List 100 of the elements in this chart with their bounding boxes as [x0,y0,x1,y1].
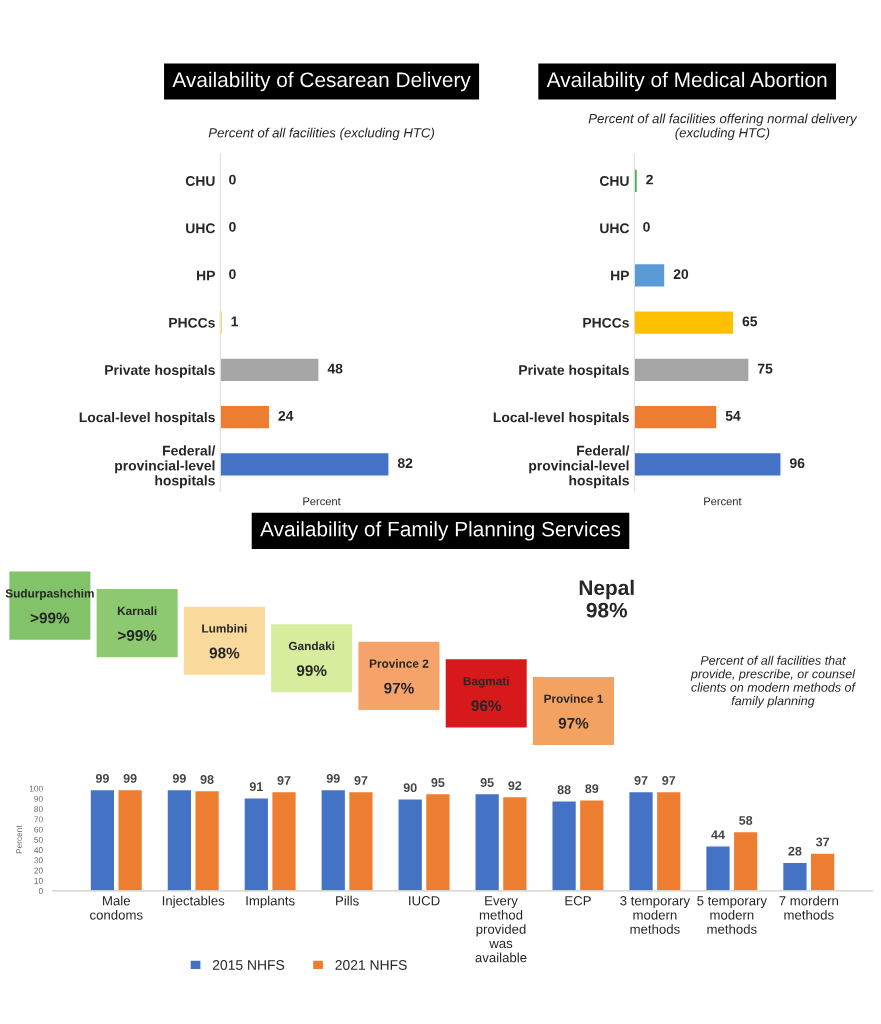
data-label: 97 [277,776,291,785]
y-tick-label: 80 [34,806,43,813]
bar [704,845,731,891]
chart-subtitle: Percent of all facilities offering normal delivery (excluding HTC) [588,113,858,141]
data-label: 20 [673,269,689,280]
y-tick-label: Private hospitals [519,364,629,378]
y-tick-label: 90 [34,795,43,802]
category-label: Province 2 [369,659,429,668]
bar [89,788,116,891]
data-label: 92 [508,781,522,791]
data-label: 90 [403,783,417,793]
data-label: 44 [711,830,725,840]
y-tick-label: 10 [34,877,43,884]
bar [220,404,271,430]
category-label: Province 1 [544,694,604,703]
data-label: 99 [172,774,186,783]
bar [397,798,424,891]
data-label: 96 [789,458,805,469]
legend-label: 2021 NHFS [335,960,407,970]
x-tick-label: 5 temporary modern methods [697,896,768,934]
data-label: 0 [229,174,236,185]
data-label: 24 [278,410,294,421]
chart-subtitle: Percent of all facilities (excluding HTC) [208,127,435,141]
bar [424,792,451,891]
x-tick-label: IUCD [409,896,440,906]
data-label: 99 [123,774,137,783]
data-label: 75 [757,363,773,374]
text: 97% [384,682,414,694]
text: 97% [558,717,589,729]
data-label: 97 [354,776,368,785]
y-tick-label: 30 [34,857,43,864]
y-tick-label: PHCCs [169,317,215,328]
bar [474,792,501,891]
category-label: Bagmati [463,676,509,688]
text: 98% [209,647,240,659]
y-tick-label: HP [611,270,629,281]
y-tick-label: CHU [185,176,215,186]
y-tick-label: 40 [34,847,43,854]
bar [551,800,578,891]
y-tick-label: 50 [34,836,43,843]
data-label: 2 [646,174,653,185]
x-tick-label: Injectables [162,895,225,909]
bar [220,451,390,477]
bar [320,788,347,891]
bar [501,795,528,891]
data-label: 37 [815,837,830,847]
text: Availability of Family Planning Services [260,521,621,541]
x-tick-label: Pills [336,895,359,906]
y-tick-label: Private hospitals [105,364,215,378]
y-tick-label: Federal/ provincial-level hospitals [115,445,216,489]
text: Percent of all facilities that provide, prescribe, or counsel clients on modern methods of family planning [690,655,857,708]
text: 99% [296,665,327,676]
bar [578,799,605,891]
y-tick-label: UHC [600,223,630,234]
x-tick-label: Male condoms [90,895,143,920]
data-label: 98 [200,775,214,784]
y-tick-label: 20 [34,867,43,874]
y-tick-label: Federal/ provincial-level hospitals [529,445,630,489]
legend-label: 2015 NHFS [212,960,285,970]
data-label: 0 [229,269,236,280]
category-label: Lumbini [202,623,247,633]
data-label: 0 [643,221,650,232]
data-label: 54 [725,411,741,421]
x-tick-label: Every method provided was available [475,896,527,963]
y-tick-label: 70 [34,816,43,823]
bar [809,852,836,891]
bar [194,789,221,891]
y-tick-label: CHU [599,176,629,186]
bar [628,790,655,891]
text: >99% [30,612,70,624]
bar [166,788,193,891]
text: 98% [586,602,628,618]
bar [243,797,270,891]
y-tick-label: 0 [38,888,43,894]
text: >99% [118,630,157,641]
y-axis-title: Percent [16,825,23,854]
data-label: 97 [662,776,676,785]
data-label: 99 [95,774,109,783]
bar [634,404,718,430]
bar [634,262,666,288]
data-label: 97 [634,776,648,785]
y-tick-label: 100 [29,785,43,792]
y-tick-label: PHCCs [583,317,629,328]
data-label: 88 [557,785,571,795]
y-tick-label: 60 [34,826,43,833]
bar [634,310,735,336]
chart-title: Availability of Cesarean Delivery [172,71,471,92]
data-label: 28 [788,846,802,856]
x-axis-title: Percent [704,497,742,506]
x-tick-label: 7 mordern methods [779,895,838,920]
bar [634,357,750,383]
bar [634,451,782,477]
data-label: 65 [742,316,758,327]
x-tick-label: 3 temporary modern methods [620,896,691,934]
x-tick-label: ECP [565,896,591,906]
x-tick-label: Implants [246,895,295,909]
data-label: 0 [229,221,236,232]
text: Nepal [579,579,634,600]
bar [655,790,682,891]
category-label: Karnali [117,606,157,616]
